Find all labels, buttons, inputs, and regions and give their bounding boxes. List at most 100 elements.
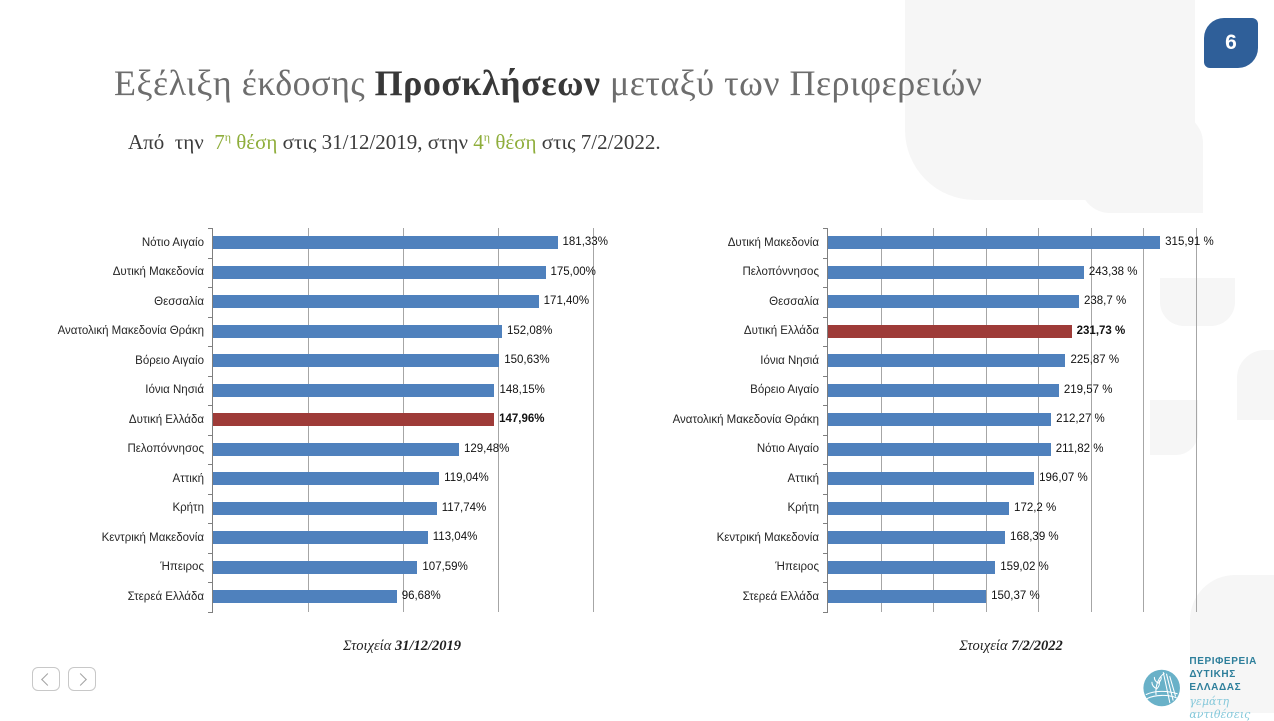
- subtitle-highlight: θέση: [230, 130, 278, 154]
- category-label: Ήπειρος: [160, 561, 204, 574]
- gridline: [498, 228, 499, 612]
- plot-area: 315,91 % 243,38 % 238,7 % 231,73 % 225,87 % 2…: [823, 228, 1214, 613]
- bar-row: 315,91 %: [828, 228, 1214, 258]
- bar: [828, 442, 1051, 456]
- category-label: Κρήτη: [787, 502, 819, 515]
- category-label: Βόρειο Αιγαίο: [135, 354, 204, 367]
- bar-value-label: 96,68%: [401, 590, 441, 602]
- logo-line-2: ΔΥΤΙΚΗΣ: [1189, 669, 1236, 680]
- bar: [828, 265, 1084, 279]
- caption-prefix: Στοιχεία: [342, 637, 395, 654]
- bar-row: 171,40%: [213, 287, 593, 317]
- axis-tick: [208, 257, 213, 259]
- bar-row: 150,37 %: [828, 582, 1196, 612]
- category-label: Δυτική Μακεδονία: [112, 266, 204, 279]
- category-label: Θεσσαλία: [154, 295, 204, 308]
- bar-value-label: 147,96%: [499, 413, 545, 425]
- bar: [213, 383, 495, 397]
- category-label: Ανατολική Μακεδονία Θράκη: [672, 413, 819, 426]
- axis-tick: [208, 523, 213, 524]
- bar: [213, 531, 428, 544]
- bar-value-label: 113,04%: [432, 531, 478, 543]
- category-label: Δυτική Ελλάδα: [128, 413, 204, 426]
- bar-value-label: 196,07 %: [1039, 472, 1088, 484]
- category-axis-labels: Δυτική Μακεδονία Πελοπόννησος Θεσσαλία Δυτι…: [625, 228, 827, 612]
- category-label: Ήπειρος: [775, 561, 819, 574]
- bar-row: 152,08%: [213, 317, 593, 347]
- axis-tick: [823, 228, 828, 229]
- category-label: Στερεά Ελλάδα: [127, 590, 204, 603]
- bar-row: 196,07 %: [828, 464, 1196, 494]
- category-label: Στερεά Ελλάδα: [742, 590, 819, 603]
- bar-row: 225,87 %: [828, 346, 1196, 376]
- background-leaf-shape: [1150, 400, 1198, 455]
- logo-line-3: ΕΛΛΑΔΑΣ: [1189, 682, 1242, 693]
- bar-value-label: 172,2 %: [1014, 501, 1057, 514]
- bar-value-label: 117,74%: [441, 501, 487, 514]
- bar-value-label: 150,63%: [504, 354, 550, 366]
- category-label: Ιόνια Νησιά: [145, 384, 204, 397]
- background-leaf-shape: [1080, 113, 1203, 213]
- bar-value-label: 238,7 %: [1083, 295, 1127, 307]
- background-leaf-shape: [1237, 350, 1274, 420]
- slide-navigation: [32, 667, 96, 691]
- logo-line-1: ΠΕΡΙΦΕΡΕΙΑ: [1189, 656, 1257, 667]
- chart-caption: Στοιχεία 7/2/2022: [827, 638, 1195, 655]
- axis-tick: [823, 464, 828, 465]
- axis-tick: [823, 346, 828, 347]
- category-label: Θεσσαλία: [769, 295, 819, 308]
- axis-tick: [208, 346, 213, 347]
- axis-tick: [208, 611, 213, 613]
- bar: [213, 590, 397, 603]
- bar: [828, 472, 1035, 485]
- bar-value-label: 152,08%: [506, 324, 553, 337]
- bar: [828, 560, 996, 574]
- bar-row: 150,63%: [213, 346, 593, 376]
- bar-value-label: 219,57 %: [1063, 383, 1113, 396]
- bar: [828, 413, 1052, 426]
- background-leaf-shape: [1190, 575, 1274, 713]
- bar-row: 231,73 %: [828, 317, 1196, 347]
- prev-slide-button[interactable]: [32, 667, 60, 691]
- bar: [828, 295, 1079, 308]
- caption-prefix: Στοιχεία: [959, 637, 1012, 654]
- logo-tagline: γεμάτη αντιθέσεις: [1189, 695, 1251, 721]
- bar: [213, 501, 437, 515]
- axis-tick: [823, 287, 828, 288]
- axis-tick: [208, 375, 213, 377]
- chevron-left-icon: [41, 672, 54, 686]
- bar-row: 129,48%: [213, 435, 593, 465]
- bar-row: 211,82 %: [828, 435, 1196, 465]
- subtitle-text: Από την 7η θέση στις 31/12/2019, στην 4η…: [128, 130, 661, 155]
- bar-value-label: 211,82 %: [1055, 442, 1104, 455]
- bar-row: 219,57 %: [828, 376, 1196, 406]
- chart-31-12-2019: Νότιο Αιγαίο Δυτική Μακεδονία Θεσσαλία Ανατ…: [10, 228, 608, 655]
- bar-row: 181,33%: [213, 228, 608, 258]
- caption-date: 31/12/2019: [394, 637, 461, 654]
- bar-row: 238,7 %: [828, 287, 1196, 317]
- bar-row: 159,02 %: [828, 553, 1196, 583]
- bar: [828, 354, 1066, 367]
- bar-value-label: 171,40%: [543, 295, 590, 307]
- category-label: Αττική: [787, 472, 819, 485]
- bar: [828, 383, 1059, 397]
- bar-highlighted: [213, 413, 495, 426]
- bar-row: 175,00%: [213, 258, 596, 288]
- next-slide-button[interactable]: [68, 667, 96, 691]
- bar-row: 113,04%: [213, 523, 593, 553]
- axis-tick: [208, 405, 213, 406]
- bar: [213, 354, 500, 367]
- axis-tick: [823, 611, 828, 613]
- bar-row: 243,38 %: [828, 258, 1196, 288]
- bar-row: 117,74%: [213, 494, 593, 524]
- gridline: [1196, 228, 1197, 612]
- subtitle-highlight: 7: [214, 130, 225, 154]
- subtitle-segment: στις 7/2/2022.: [536, 130, 661, 154]
- bar-value-label: 168,39 %: [1010, 531, 1059, 543]
- category-axis-labels: Νότιο Αιγαίο Δυτική Μακεδονία Θεσσαλία Ανατ…: [10, 228, 212, 612]
- bar: [213, 472, 440, 485]
- category-label: Κεντρική Μακεδονία: [716, 531, 819, 544]
- category-label: Κρήτη: [172, 502, 204, 515]
- chart-body: Δυτική Μακεδονία Πελοπόννησος Θεσσαλία Δυτι…: [625, 228, 1214, 613]
